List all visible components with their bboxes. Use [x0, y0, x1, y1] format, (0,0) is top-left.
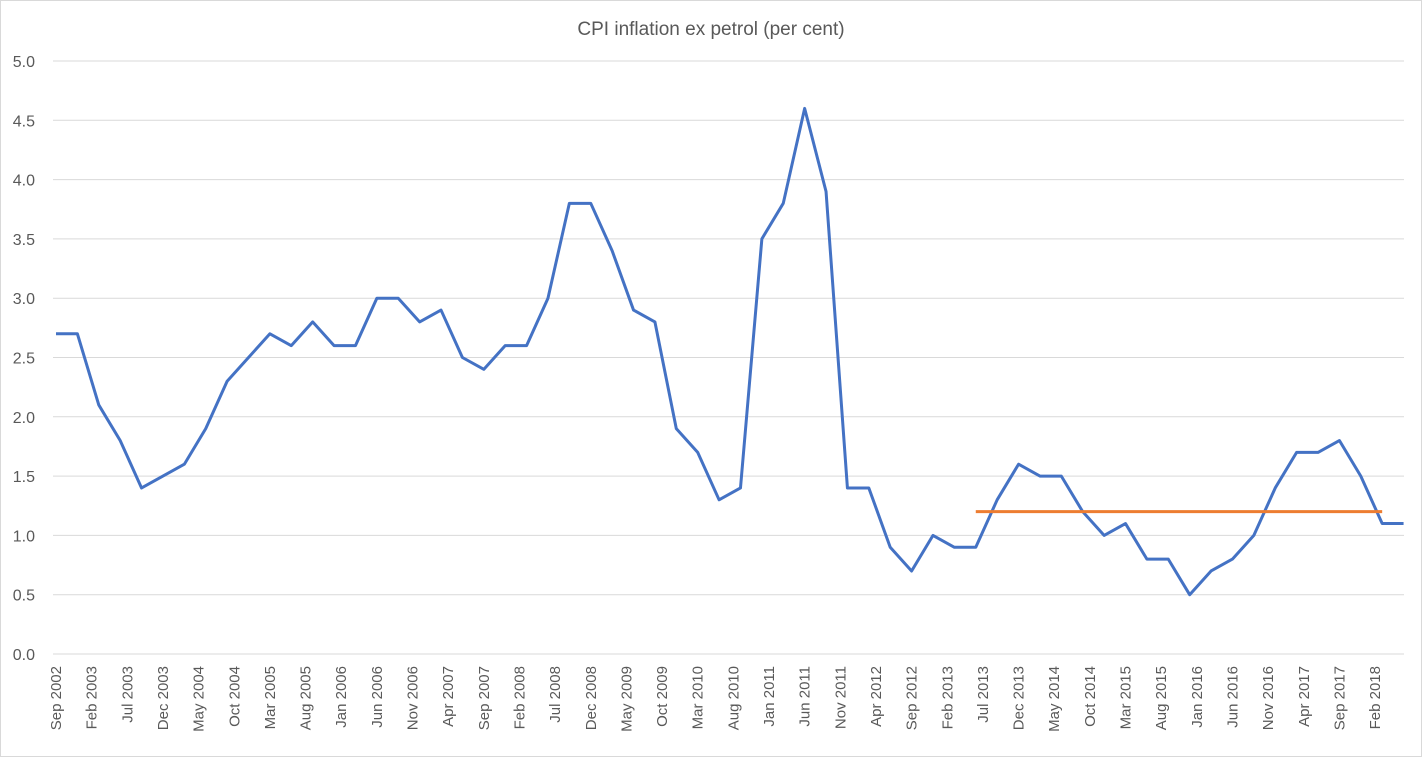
x-tick-label: Sep 2017: [1331, 666, 1348, 730]
y-tick-label: 0.0: [13, 647, 35, 664]
x-tick-label: May 2014: [1046, 666, 1063, 732]
x-tick-label: Sep 2012: [904, 666, 921, 730]
series-line-cpi: [56, 106, 1404, 597]
x-tick-label: Feb 2018: [1367, 666, 1384, 729]
x-tick-label: Jun 2011: [797, 666, 814, 727]
x-tick-label: Jan 2011: [761, 666, 778, 727]
y-tick-label: 4.0: [13, 173, 35, 190]
x-tick-label: Apr 2012: [868, 666, 885, 727]
x-tick-label: Jul 2013: [975, 666, 992, 723]
x-tick-label: Aug 2010: [725, 666, 742, 730]
x-tick-label: Aug 2005: [298, 666, 315, 730]
x-tick-label: Dec 2003: [155, 666, 172, 730]
y-tick-label: 2.0: [13, 410, 35, 427]
x-tick-label: Dec 2013: [1011, 666, 1028, 730]
x-tick-label: Nov 2016: [1260, 666, 1277, 730]
chart-title: CPI inflation ex petrol (per cent): [577, 19, 844, 40]
x-tick-label: Sep 2007: [476, 666, 493, 730]
x-tick-label: Jul 2003: [119, 666, 136, 723]
x-tick-label: Feb 2003: [84, 666, 101, 729]
y-tick-label: 1.0: [13, 528, 35, 545]
x-tick-label: Dec 2008: [583, 666, 600, 730]
x-tick-label: Sep 2002: [48, 666, 65, 730]
x-tick-label: May 2004: [191, 666, 208, 732]
x-tick-label: Feb 2013: [939, 666, 956, 729]
y-tick-label: 3.0: [13, 291, 35, 308]
y-tick-label: 3.5: [13, 232, 35, 249]
x-tick-label: Nov 2006: [405, 666, 422, 730]
x-tick-label: Nov 2011: [832, 666, 849, 729]
y-tick-label: 4.5: [13, 113, 35, 130]
x-tick-label: Apr 2007: [440, 666, 457, 727]
x-tick-label: Apr 2017: [1296, 666, 1313, 727]
x-tick-label: Oct 2014: [1082, 666, 1099, 727]
x-tick-label: Oct 2009: [654, 666, 671, 727]
y-tick-label: 2.5: [13, 351, 35, 368]
x-tick-label: Jan 2006: [333, 666, 350, 728]
y-tick-label: 5.0: [13, 54, 35, 71]
y-tick-label: 0.5: [13, 588, 35, 605]
x-tick-label: Oct 2004: [226, 666, 243, 727]
x-tick-label: Mar 2010: [690, 666, 707, 729]
x-tick-label: Jul 2008: [547, 666, 564, 723]
x-tick-label: Jun 2016: [1224, 666, 1241, 728]
x-tick-label: Jan 2016: [1189, 666, 1206, 728]
x-tick-label: Jun 2006: [369, 666, 386, 728]
x-tick-label: Mar 2015: [1118, 666, 1135, 729]
x-tick-label: May 2009: [618, 666, 635, 732]
x-tick-label: Feb 2008: [511, 666, 528, 729]
x-tick-label: Aug 2015: [1153, 666, 1170, 730]
x-tick-label: Mar 2005: [262, 666, 279, 729]
y-tick-label: 1.5: [13, 469, 35, 486]
